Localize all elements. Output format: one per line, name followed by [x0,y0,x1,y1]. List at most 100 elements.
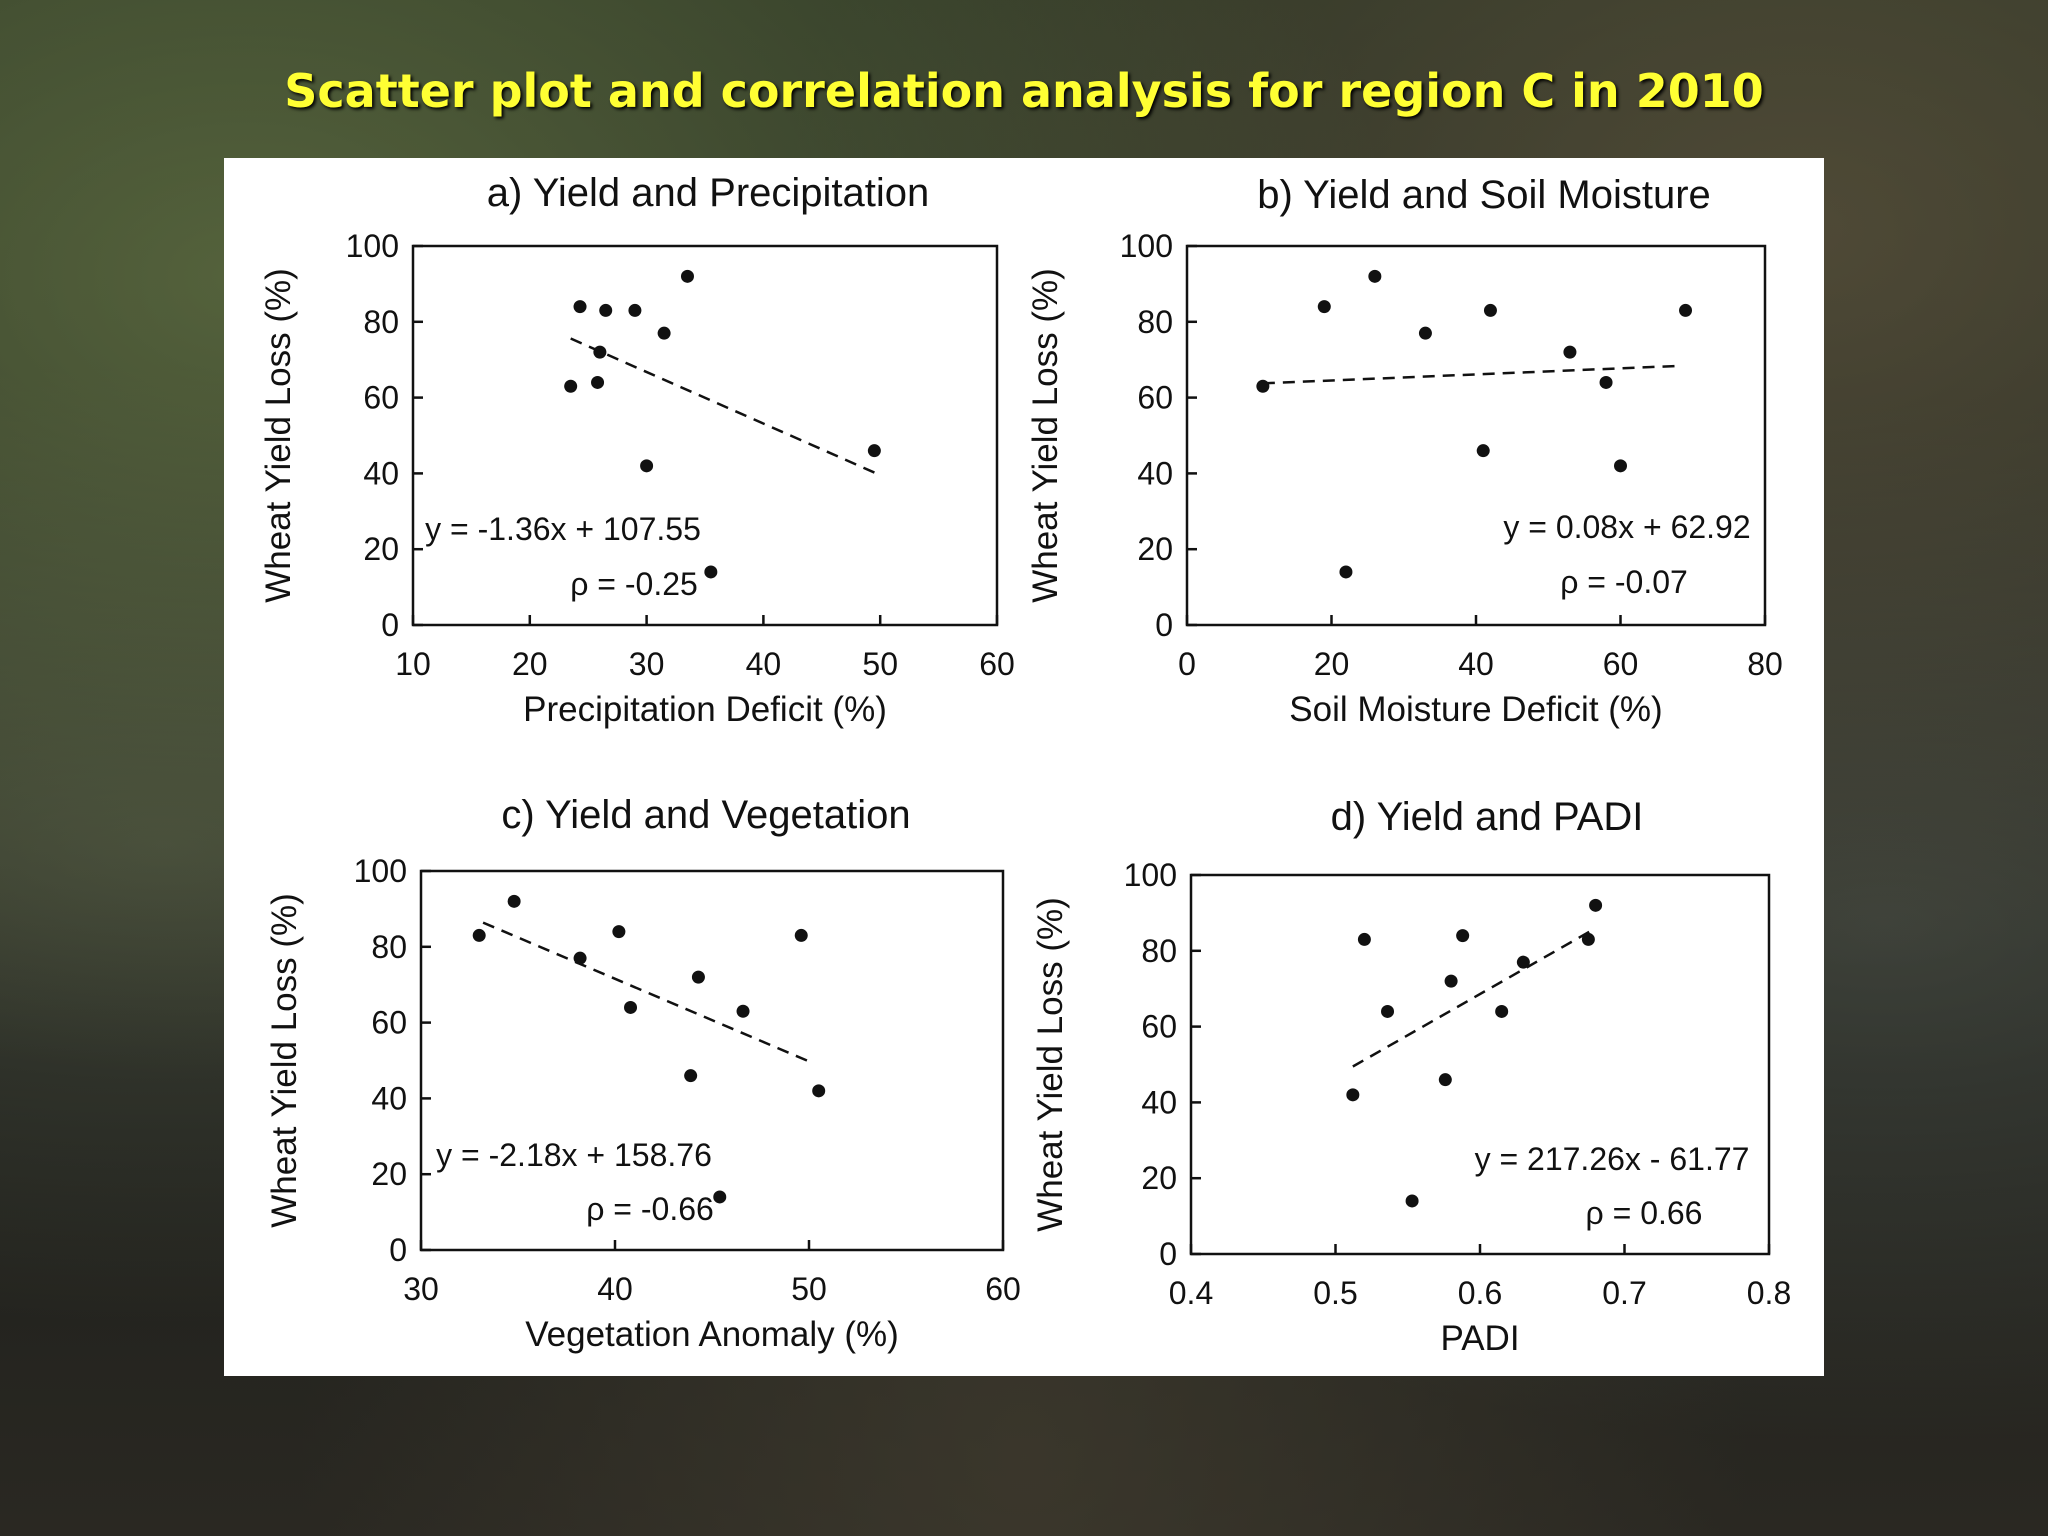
chart-3-ytick-label: 40 [371,1080,407,1116]
chart-1-xlabel: Precipitation Deficit (%) [523,690,887,729]
chart-3-plot-frame [419,869,1005,1252]
chart-1-data-point [628,303,642,317]
chart-2-ytick-label: 40 [1137,455,1173,491]
chart-4-data-point [1346,1088,1360,1102]
figure-panel: a) Yield and Precipitation 0 20 40 60 80 100 10… [224,158,1824,1376]
chart-4-data-point [1589,898,1603,912]
chart-4-ytick-label: 60 [1141,1009,1177,1045]
chart-3-xlabel: Vegetation Anomaly (%) [525,1315,899,1354]
chart-3-data-point [684,1069,698,1083]
chart-4-ytick-label: 40 [1141,1084,1177,1120]
chart-2-xtick-label: 40 [1458,646,1494,682]
chart-4-xtick-label: 0.6 [1458,1275,1502,1311]
chart-2-title: b) Yield and Soil Moisture [1257,173,1711,217]
chart-2-ytick-label: 60 [1137,380,1173,416]
chart-4-title: d) Yield and PADI [1331,795,1644,839]
chart-4-ytick-label: 0 [1159,1236,1177,1272]
chart-1-xtick-label: 20 [512,646,548,682]
chart-3-data-point [573,951,587,965]
chart-2-xtick-label: 60 [1603,646,1639,682]
chart-3-ytick-label: 60 [371,1005,407,1041]
chart-2-data-point [1614,459,1627,473]
chart-1-ytick-label: 100 [346,228,399,264]
chart-4-xlabel: PADI [1440,1319,1519,1358]
chart-4-trendline [1352,929,1592,1068]
scatter-figure: a) Yield and Precipitation02040608010010… [259,171,1791,1358]
chart-2-ylabel: Wheat Yield Loss (%) [1026,268,1065,603]
chart-4-data-point [1381,1004,1395,1018]
chart-2-data-point [1599,375,1613,389]
chart-4-data-point [1444,974,1458,988]
chart-4-data-point [1495,1004,1509,1018]
chart-1-data-point [657,326,671,340]
chart-3-data-point [812,1084,826,1098]
chart-3-data-point [472,928,486,942]
chart-3-xtick-label: 40 [597,1271,633,1307]
chart-3-data-point [713,1190,727,1204]
chart-3-data-point [794,928,808,942]
chart-2-data-point [1679,303,1693,317]
chart-3-ytick-label: 100 [354,853,407,889]
chart-1-ytick-label: 60 [363,380,399,416]
chart-1-data-point [640,459,654,473]
chart-3-ylabel: Wheat Yield Loss (%) [265,893,304,1228]
chart-2-data-point [1418,326,1432,340]
chart-1-xtick-label: 40 [746,646,782,682]
chart-2-data-point [1317,300,1331,314]
chart-1-xtick-label: 60 [979,646,1015,682]
chart-3-trendline [482,921,814,1065]
chart-3-ytick-label: 0 [389,1232,407,1268]
chart-2-xtick-label: 80 [1747,646,1783,682]
chart-4-xtick-label: 0.4 [1169,1275,1213,1311]
chart-3-rho: ρ = -0.66 [586,1191,714,1227]
chart-4-xtick-label: 0.7 [1602,1275,1646,1311]
chart-3-data-point [736,1004,750,1018]
chart-4-rho: ρ = 0.66 [1586,1195,1703,1231]
chart-1-data-point [599,303,613,317]
chart-2-data-point [1476,444,1490,458]
chart-3-xtick-label: 30 [403,1271,439,1307]
chart-2-xtick-label: 20 [1314,646,1350,682]
chart-2-ytick-label: 100 [1120,228,1173,264]
chart-4-data-point [1581,932,1595,946]
chart-2-data-point [1483,303,1497,317]
chart-1-data-point [573,300,587,314]
chart-3-title: c) Yield and Vegetation [501,793,910,837]
chart-3-xtick-label: 50 [791,1271,827,1307]
chart-1-data-point [867,444,881,458]
chart-1-data-point [680,269,694,283]
chart-1-data-point [591,375,605,389]
chart-3-data-point [612,925,626,939]
chart-4-data-point [1405,1194,1419,1208]
chart-1-trendline [570,337,881,477]
chart-3-equation: y = -2.18x + 158.76 [436,1137,712,1173]
chart-4-xtick-label: 0.8 [1747,1275,1791,1311]
chart-4-equation: y = 217.26x - 61.77 [1475,1141,1750,1177]
chart-1-rho: ρ = -0.25 [570,566,698,602]
chart-4-xtick-label: 0.5 [1313,1275,1357,1311]
chart-1-data-point [564,379,578,393]
chart-3-ytick-label: 80 [371,929,407,965]
chart-4-data-point [1456,929,1470,943]
chart-2-data-point [1256,379,1270,393]
chart-1-data-point [593,345,607,359]
chart-1-ytick-label: 0 [381,607,399,643]
chart-1-ytick-label: 80 [363,304,399,340]
chart-2-data-point [1563,345,1577,359]
chart-1-ytick-label: 20 [363,531,399,567]
chart-4-ytick-label: 20 [1141,1160,1177,1196]
chart-4-data-point [1516,955,1530,969]
chart-1-ytick-label: 40 [363,455,399,491]
chart-1-xtick-label: 50 [862,646,898,682]
chart-2-ytick-label: 80 [1137,304,1173,340]
chart-3-ytick-label: 20 [371,1156,407,1192]
chart-2-equation: y = 0.08x + 62.92 [1503,509,1750,545]
chart-2-data-point [1368,269,1382,283]
chart-2-data-point [1339,565,1353,579]
chart-2-xtick-label: 0 [1178,646,1196,682]
chart-1-plot-frame [411,244,999,627]
chart-2-ytick-label: 0 [1155,607,1173,643]
chart-3-data-point [507,894,521,908]
chart-1-xtick-label: 30 [629,646,665,682]
chart-3-data-point [624,1000,638,1014]
